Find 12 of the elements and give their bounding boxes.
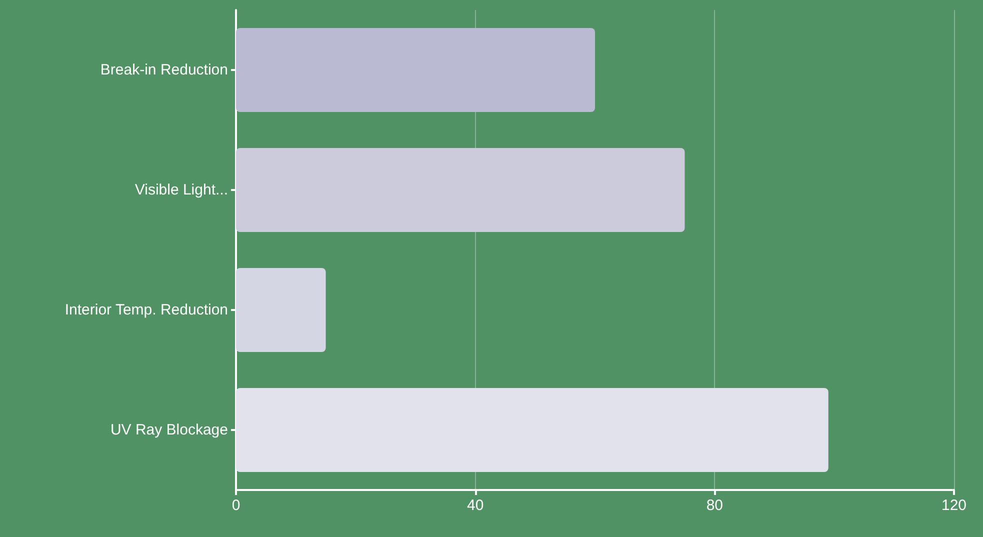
y-tick-label: Interior Temp. Reduction — [64, 302, 228, 318]
y-tick-label: Break-in Reduction — [100, 62, 228, 78]
x-tick-label: 40 — [466, 497, 484, 514]
bar — [236, 388, 828, 472]
bar — [236, 268, 326, 352]
y-tick-label: Visible Light... — [134, 182, 228, 198]
x-tick-label: 120 — [941, 497, 967, 514]
x-tick-label: 80 — [706, 497, 724, 514]
x-tick-label: 0 — [232, 497, 240, 514]
bar — [236, 148, 685, 232]
bar — [236, 28, 595, 112]
y-tick-label: UV Ray Blockage — [110, 422, 228, 438]
